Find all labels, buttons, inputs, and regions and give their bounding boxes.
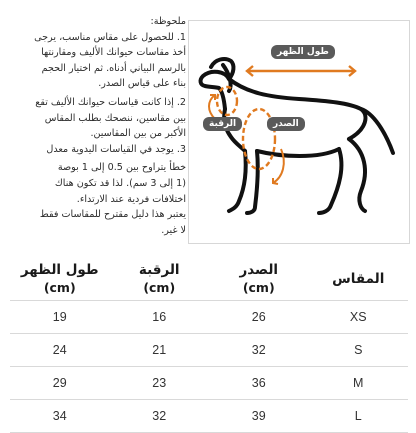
back-length-label: طول الظهر — [271, 45, 335, 59]
table-row: 29 23 36 M — [10, 366, 408, 400]
table-row: 19 16 26 XS — [10, 300, 408, 334]
notes-line: الأكبر من بين المقاسين. — [90, 128, 186, 140]
cell-chest: 39 — [209, 399, 309, 433]
table-row: 34 32 39 L — [10, 399, 408, 433]
header-label: الصدر — [239, 262, 279, 278]
header-label: الرقبة — [138, 262, 180, 278]
neck-label: الرقبة — [203, 117, 243, 131]
cell-chest: 36 — [209, 366, 309, 400]
cell-neck: 21 — [109, 333, 209, 367]
notes-line: بالرسم البياني أدناه. ثم اختيار الحجم — [41, 62, 186, 74]
header-unit: (cm) — [43, 280, 76, 295]
cell-neck: 23 — [109, 366, 209, 400]
notes-line: اختلافات فردية عند الارتداء. — [76, 193, 186, 205]
dog-silhouette-icon — [198, 57, 395, 215]
notes-line: بين مقاسين، ننصحك بطلب المقاس — [44, 112, 186, 124]
notes-title: ملحوظة: — [150, 16, 186, 27]
header-label: المقاس — [332, 270, 385, 287]
notes-line: خطأ يتراوح بين 0.5 إلى 1 بوصة — [57, 162, 186, 174]
header-unit: (cm) — [242, 280, 275, 295]
notes-line: يعتبر هذا دليل مقترح للمقاسات فقط — [39, 209, 186, 221]
cell-chest: 26 — [209, 300, 309, 334]
cell-back-length: 19 — [10, 300, 110, 334]
size-chart-table: طول الظهر (cm) الرقبة (cm) الصدر (cm) ال… — [10, 258, 408, 433]
cell-size: S — [308, 333, 408, 367]
header-size: المقاس — [308, 258, 408, 301]
cell-size: XS — [308, 300, 408, 334]
cell-back-length: 29 — [10, 366, 110, 400]
notes-line: 3. يوجد في القياسات اليدوية معدل — [46, 143, 186, 155]
notes-line: 1. للحصول على مقاس مناسب، يرجى — [34, 31, 186, 43]
cell-neck: 16 — [109, 300, 209, 334]
table-row: 24 21 32 S — [10, 333, 408, 367]
cell-size: L — [308, 399, 408, 433]
cell-chest: 32 — [209, 333, 309, 367]
header-unit: (cm) — [143, 280, 176, 295]
notes-line: لا غير. — [161, 224, 186, 236]
cell-size: M — [308, 366, 408, 400]
notes-line: بناء على قياس الصدر. — [98, 78, 186, 90]
header-neck: الرقبة (cm) — [109, 258, 209, 301]
table-header-row: طول الظهر (cm) الرقبة (cm) الصدر (cm) ال… — [10, 258, 408, 301]
notes-line: 2. إذا كانت قياسات حيوانك الأليف تقع — [35, 96, 186, 108]
header-label: طول الظهر — [20, 262, 99, 278]
dog-measurement-diagram: طول الظهر الرقبة الصدر — [188, 20, 410, 244]
size-notes: ملحوظة: 1. للحصول على مقاس مناسب، يرجى أ… — [6, 14, 186, 238]
cell-back-length: 34 — [10, 399, 110, 433]
cell-neck: 32 — [109, 399, 209, 433]
notes-line: (1 إلى 3 سم). لذا قد تكون هناك — [54, 177, 186, 189]
header-chest: الصدر (cm) — [209, 258, 309, 301]
cell-back-length: 24 — [10, 333, 110, 367]
chest-label: الصدر — [267, 117, 305, 131]
header-back-length: طول الظهر (cm) — [10, 258, 110, 301]
notes-line: أخذ مقاسات حيوانك الأليف ومقارنتها — [41, 47, 186, 59]
